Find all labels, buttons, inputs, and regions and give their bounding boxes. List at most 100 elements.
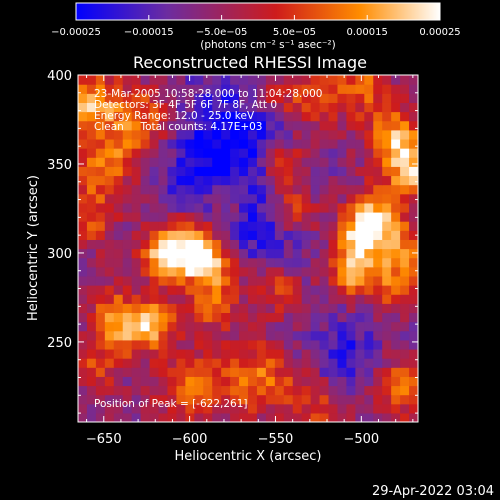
heatmap-cell <box>158 285 169 295</box>
heatmap-cell <box>167 129 178 140</box>
heatmap-cell <box>149 193 160 204</box>
heatmap-cell <box>256 193 267 204</box>
heatmap-cell <box>113 358 124 368</box>
heatmap-cell <box>328 138 339 149</box>
heatmap-cell <box>391 157 401 167</box>
heatmap-cell <box>122 211 133 222</box>
heatmap-cell <box>122 266 133 277</box>
heatmap-cell <box>337 157 348 167</box>
heatmap-cell <box>131 285 142 295</box>
heatmap-cell <box>355 257 365 268</box>
heatmap-cell <box>382 321 392 332</box>
heatmap-cell <box>104 294 115 304</box>
heatmap-cell <box>140 294 151 304</box>
heatmap-cell <box>400 138 410 149</box>
heatmap-cell <box>104 376 115 387</box>
heatmap-cell <box>194 157 204 167</box>
heatmap-cell <box>301 403 312 414</box>
heatmap-cell <box>382 175 392 186</box>
heatmap-cell <box>86 138 97 149</box>
heatmap-cell <box>131 230 142 240</box>
heatmap-cell <box>95 312 106 323</box>
heatmap-cell <box>292 184 303 195</box>
heatmap-cell <box>373 93 383 103</box>
heatmap-cell <box>382 184 392 195</box>
heatmap-cell <box>95 330 106 341</box>
heatmap-cell <box>319 385 330 396</box>
heatmap-cell <box>95 321 106 332</box>
heatmap-cell <box>337 303 348 314</box>
heatmap-cell <box>409 275 418 286</box>
heatmap-cell <box>400 93 410 103</box>
heatmap-cell <box>337 184 348 195</box>
heatmap-cell <box>149 285 160 295</box>
heatmap-cell <box>248 166 258 177</box>
heatmap-cell <box>78 184 88 195</box>
heatmap-cell <box>131 412 142 422</box>
heatmap-cell <box>391 211 401 222</box>
heatmap-cell <box>337 358 348 368</box>
colorbar-tick-label: 0.00025 <box>419 27 460 38</box>
heatmap-cell <box>212 339 222 350</box>
heatmap-cell <box>248 321 258 332</box>
heatmap-cell <box>113 367 124 377</box>
heatmap-cell <box>373 275 383 286</box>
heatmap-cell <box>337 193 348 204</box>
heatmap-cell <box>140 230 151 240</box>
heatmap-cell <box>78 321 88 332</box>
heatmap-cell <box>95 412 106 422</box>
heatmap-cell <box>167 312 178 323</box>
heatmap-cell <box>122 248 133 259</box>
heatmap-cell <box>391 202 401 213</box>
heatmap-cell <box>230 348 240 359</box>
heatmap-cell <box>248 358 258 368</box>
heatmap-cell <box>400 285 410 295</box>
heatmap-cell <box>382 303 392 314</box>
heatmap-cell <box>274 93 285 103</box>
heatmap-cell <box>265 75 276 85</box>
heatmap-cell <box>391 193 401 204</box>
heatmap-cell <box>256 358 267 368</box>
heatmap-cell <box>194 312 204 323</box>
axis-ticks: −650 −600 −550 −500 250 300 350 400 <box>47 69 418 447</box>
heatmap-cell <box>113 157 124 167</box>
heatmap-cell <box>212 102 222 113</box>
heatmap-cell <box>194 266 204 277</box>
heatmap-cell <box>364 358 374 368</box>
heatmap-cell <box>185 157 195 167</box>
heatmap-cell <box>203 257 213 268</box>
heatmap-cell <box>319 376 330 387</box>
heatmap-cell <box>382 257 392 268</box>
heatmap-cell <box>256 184 267 195</box>
heatmap-cell <box>364 221 374 231</box>
heatmap-cell <box>364 321 374 332</box>
heatmap-cell <box>337 129 348 140</box>
heatmap-cell <box>283 367 294 377</box>
heatmap-cell <box>203 157 213 167</box>
heatmap-cell <box>167 348 178 359</box>
heatmap-cell <box>355 148 365 158</box>
heatmap-cell <box>328 148 339 158</box>
heatmap-cell <box>212 248 222 259</box>
heatmap-cell <box>203 330 213 341</box>
heatmap-cell <box>122 358 133 368</box>
heatmap-cell <box>373 348 383 359</box>
heatmap-cell <box>319 93 330 103</box>
heatmap-cell <box>373 294 383 304</box>
heatmap-cell <box>78 129 88 140</box>
heatmap-cell <box>86 367 97 377</box>
heatmap-cell <box>176 385 186 396</box>
heatmap-cell <box>158 120 169 131</box>
heatmap-cell <box>283 330 294 341</box>
heatmap-cell <box>158 248 169 259</box>
heatmap-cell <box>328 102 339 113</box>
heatmap-cell <box>86 102 97 113</box>
heatmap-cell <box>310 148 321 158</box>
heatmap-cell <box>310 266 321 277</box>
heatmap-cell <box>265 330 276 341</box>
heatmap-cell <box>185 111 195 122</box>
heatmap-cell <box>185 239 195 250</box>
heatmap-cell <box>158 367 169 377</box>
heatmap-cell <box>346 248 356 259</box>
heatmap-cell <box>78 303 88 314</box>
